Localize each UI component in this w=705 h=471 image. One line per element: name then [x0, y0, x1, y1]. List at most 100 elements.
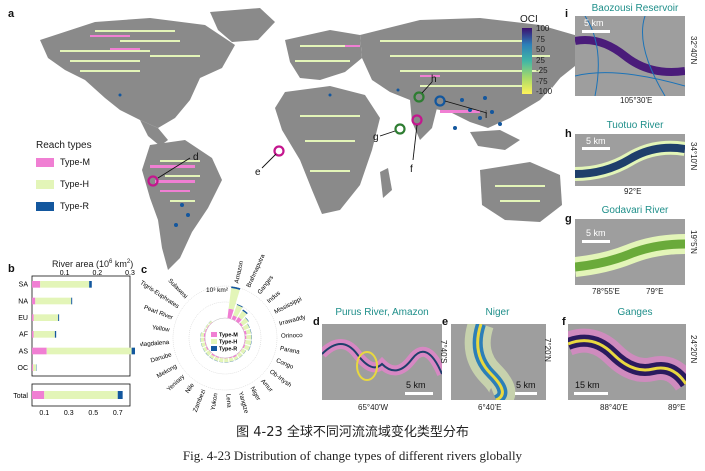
wedge-type-r [205, 324, 208, 328]
wedge-type-h [238, 310, 247, 320]
wedge-type-h [233, 304, 243, 318]
wedge-type-h [228, 357, 234, 362]
wedge-type-r [200, 337, 201, 343]
marker-g[interactable] [394, 123, 406, 135]
wedge-type-m [232, 354, 237, 358]
wedge-type-h [213, 356, 219, 362]
wedge-type-h [243, 344, 251, 351]
inset-d-lon: 65°40'W [358, 403, 389, 412]
wedge-type-r [251, 334, 252, 340]
river-label: Indus [266, 290, 282, 305]
river-label: Lena [224, 394, 232, 409]
top-tick-label: 0.2 [92, 270, 102, 277]
wedge-type-h [246, 334, 252, 340]
inset-d-lat: 7°40'S [439, 340, 448, 364]
top-tick-label: 0.3 [125, 270, 135, 277]
inset-d-map [322, 324, 442, 400]
wedge-type-h [244, 340, 252, 346]
wedge-type-h [240, 317, 249, 326]
inset-i-lon: 105°30'E [620, 96, 653, 105]
colorbar-tick: 100 [536, 24, 550, 33]
wedge-type-r [202, 348, 206, 353]
inset-e-scalebar [515, 392, 537, 395]
bar-segment [32, 364, 37, 371]
inset-g-title: Godavari River [601, 205, 669, 216]
inset-i-scalebar [582, 30, 610, 33]
wedge-type-m [211, 353, 216, 357]
wedge-type-m [219, 357, 224, 359]
category-label: AS [19, 348, 29, 355]
wedge-type-m [205, 346, 209, 351]
inset-f-lon1: 88°40'E [600, 403, 628, 412]
legend-swatch [36, 202, 54, 211]
top-tick-label: 0.1 [60, 270, 70, 277]
wedge-type-r [231, 286, 241, 290]
c-legend-label: Type-R [219, 347, 237, 353]
category-label: OC [18, 365, 29, 372]
bar-segment [35, 297, 72, 305]
wedge-type-m [203, 333, 206, 337]
marker-i[interactable] [434, 95, 446, 107]
bottom-tick-label: 0.5 [88, 410, 98, 417]
world-land [40, 8, 585, 270]
unit-label: 10³ km² [206, 287, 229, 294]
wedge-type-m [242, 344, 246, 349]
wedge-type-m [231, 315, 237, 321]
wedge-type-h [205, 324, 209, 329]
marker-d[interactable] [147, 175, 159, 187]
wedge-type-m [227, 308, 234, 319]
reach-types-title: Reach types [36, 140, 92, 151]
inset-g-map [575, 219, 685, 285]
bar-segment [58, 314, 60, 321]
marker-e[interactable] [273, 145, 285, 157]
wedge-type-h [242, 323, 250, 331]
c-legend-swatch [211, 339, 217, 344]
wedge-type-m [224, 357, 228, 359]
wedge-type-r [203, 328, 206, 332]
map-markers [147, 91, 446, 187]
inset-d-scalebar [405, 392, 433, 395]
inset-h-title: Tuotuo River [606, 120, 664, 131]
caption-en: Fig. 4-23 Distribution of change types o… [182, 448, 523, 463]
bar-segment [32, 297, 36, 305]
wedge-type-m [241, 326, 245, 331]
inset-h-lon: 92°E [624, 187, 642, 196]
bar-segment [89, 281, 92, 288]
category-label: SA [19, 282, 29, 289]
marker-f[interactable] [411, 114, 423, 126]
legend-swatch [36, 180, 54, 189]
bar-segment [33, 314, 59, 321]
wedge-type-r [245, 317, 249, 322]
mid-ring [188, 301, 262, 375]
svg-text:e: e [255, 167, 261, 178]
wedge-type-r [218, 361, 224, 363]
svg-text:i: i [485, 110, 487, 121]
c-legend-swatch [211, 346, 217, 351]
wedge-type-r [213, 359, 218, 362]
river-label: Pearl River [143, 304, 174, 321]
wedge-type-r [234, 358, 239, 361]
wedge-type-h [200, 337, 205, 343]
inset-f-lat: 24°20'N [689, 335, 698, 364]
c-legend-swatch [211, 332, 217, 337]
wedge-type-m [206, 325, 210, 329]
bar-segment [33, 331, 55, 338]
oci-colorbar [522, 28, 532, 94]
inset-e-title: Niger [485, 307, 510, 318]
panel-c-letter: c [141, 264, 148, 276]
inset-h-scale: 5 km [586, 136, 606, 146]
wedge-type-r [229, 360, 234, 363]
c-legend-label: Type-M [219, 333, 238, 339]
wedge-type-m [215, 355, 220, 358]
inset-i-lat: 32°40'N [689, 36, 698, 65]
river-label: Irrawaddy [278, 314, 307, 328]
leader-lines [157, 81, 488, 179]
marker-h[interactable] [413, 91, 425, 103]
bottom-tick-label: 0.7 [113, 410, 123, 417]
river-label: Yukon [210, 392, 220, 411]
wedge-type-r [209, 356, 213, 360]
river-label: Parana [279, 345, 300, 356]
wedge-type-r [200, 332, 202, 337]
river-label: Danube [150, 351, 173, 364]
colorbar-title: OCI [520, 14, 538, 25]
